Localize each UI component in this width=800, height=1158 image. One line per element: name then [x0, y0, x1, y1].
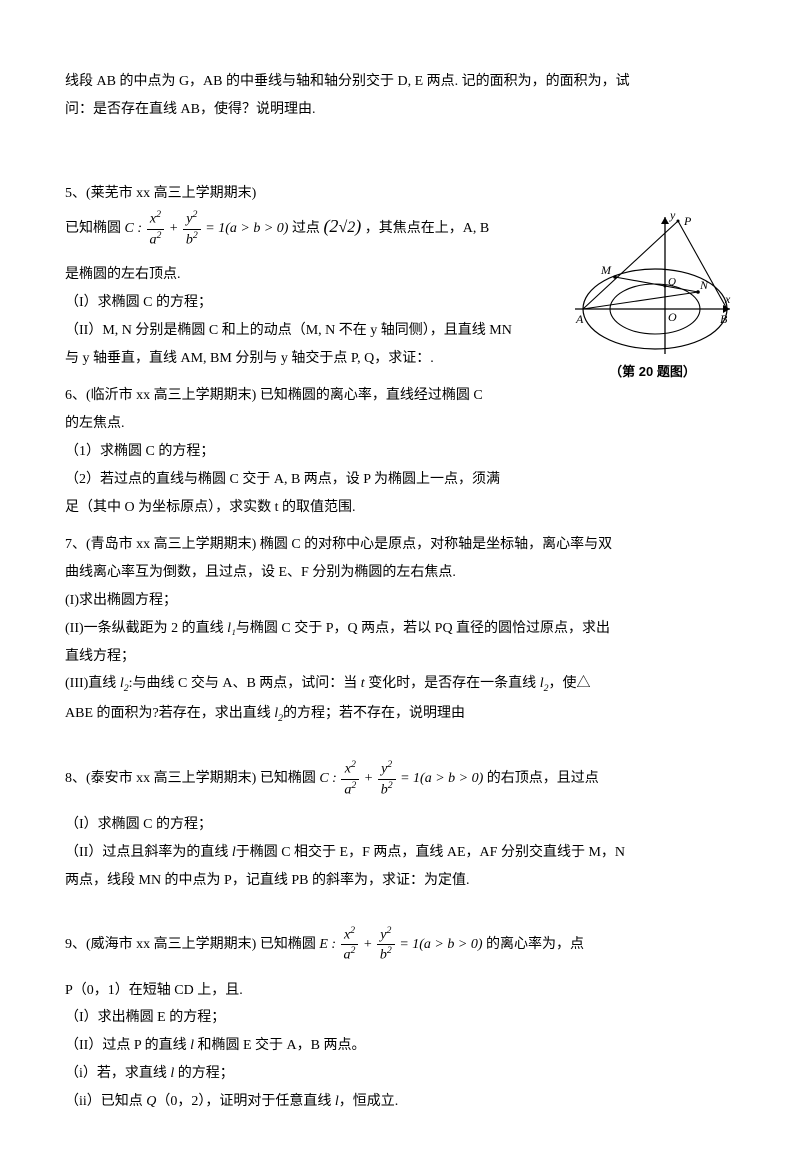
q9-frac-x: x2a2	[341, 925, 359, 965]
q7-l3: (I)求出椭圆方程；	[65, 589, 735, 613]
intro-line-1: 线段 AB 的中点为 G，AB 的中垂线与轴和轴分别交于 D, E 两点. 记的…	[65, 70, 735, 94]
svg-text:x: x	[724, 292, 731, 306]
q9-pre: 9、(威海市 xx 高三上学期期末) 已知椭圆	[65, 937, 316, 952]
q9-eq-mid: = 1(a > b > 0)	[399, 937, 482, 952]
q6-l2: （1）求椭圆 C 的方程；	[65, 440, 735, 464]
q8-eq-mid: = 1(a > b > 0)	[400, 772, 483, 787]
q9-l2: P（0，1）在短轴 CD 上，且.	[65, 979, 735, 1003]
q8-eq-C: C :	[319, 772, 337, 787]
q9-post: 的离心率为，点	[486, 937, 584, 952]
svg-text:y: y	[669, 209, 676, 222]
q6-l4: 足（其中 O 为坐标原点），求实数 t 的取值范围.	[65, 496, 735, 520]
q8-pre: 8、(泰安市 xx 高三上学期期末) 已知椭圆	[65, 772, 316, 787]
q9-eq-line: 9、(威海市 xx 高三上学期期末) 已知椭圆 E : x2a2 + y2b2 …	[65, 925, 735, 965]
q5-eq-post2: ，其焦点在上，A, B	[365, 222, 489, 237]
q5-eq-pre: 已知椭圆	[65, 222, 121, 237]
q8-l3: （II）过点且斜率为的直线 l于椭圆 C 相交于 E，F 两点，直线 AE，AF…	[65, 841, 735, 865]
svg-text:A: A	[575, 312, 584, 326]
q5-paren-close: )	[355, 217, 361, 237]
q7-l2: 曲线离心率互为倒数，且过点，设 E、F 分别为椭圆的左右焦点.	[65, 561, 735, 585]
q8-frac-x: x2a2	[341, 759, 359, 799]
q5-sqrt: √2	[338, 220, 355, 237]
figure-20: y P M N Q O A B x （第 20 题图）	[570, 209, 735, 383]
svg-text:B: B	[720, 312, 728, 326]
page-content: 线段 AB 的中点为 G，AB 的中垂线与轴和轴分别交于 D, E 两点. 记的…	[0, 0, 800, 1158]
q5-eq-post1: 过点	[292, 222, 320, 237]
q7-l5: 直线方程；	[65, 645, 735, 669]
q5-eq-mid: = 1(a > b > 0)	[205, 222, 288, 237]
q7-l4: (II)一条纵截距为 2 的直线 l₁与椭圆 C 交于 P，Q 两点，若以 PQ…	[65, 617, 735, 641]
q7-l7: ABE 的面积为?若存在，求出直线 l2的方程；若不存在，说明理由	[65, 702, 735, 727]
q5-frac-y: y2b2	[183, 209, 201, 249]
q9-l4: （II）过点 P 的直线 l 和椭圆 E 交于 A，B 两点。	[65, 1034, 735, 1058]
q8-l4: 两点，线段 MN 的中点为 P，记直线 PB 的斜率为，求证：为定值.	[65, 869, 735, 893]
q9-frac-y: y2b2	[377, 925, 395, 965]
svg-text:M: M	[600, 263, 612, 277]
intro-line-2: 问：是否存在直线 AB，使得？说明理由.	[65, 98, 735, 122]
svg-text:Q: Q	[668, 276, 676, 288]
q9-l5: （i）若，求直线 l 的方程；	[65, 1062, 735, 1086]
q8-frac-y: y2b2	[378, 759, 396, 799]
q7-l6: (III)直线 l2:与曲线 C 交与 A、B 两点，试问：当 t 变化时，是否…	[65, 672, 735, 697]
svg-text:O: O	[668, 310, 677, 324]
q5-frac-x: x2a2	[147, 209, 165, 249]
ellipse-diagram: y P M N Q O A B x	[570, 209, 735, 359]
q8-l2: （I）求椭圆 C 的方程；	[65, 813, 735, 837]
q6-title: 6、(临沂市 xx 高三上学期期末) 已知椭圆的离心率，直线经过椭圆 C	[65, 384, 735, 408]
q8-eq-line: 8、(泰安市 xx 高三上学期期末) 已知椭圆 C : x2a2 + y2b2 …	[65, 759, 735, 799]
svg-text:N: N	[699, 278, 709, 292]
svg-text:P: P	[683, 214, 692, 228]
q9-eq-E: E :	[319, 937, 336, 952]
q6-l3: （2）若过点的直线与椭圆 C 交于 A, B 两点，设 P 为椭圆上一点，须满	[65, 468, 735, 492]
figure-caption: （第 20 题图）	[570, 361, 735, 383]
q6-l1b: 的左焦点.	[65, 412, 735, 436]
q9-l3: （I）求出椭圆 E 的方程；	[65, 1006, 735, 1030]
q5-title: 5、(莱芜市 xx 高三上学期期末)	[65, 182, 735, 206]
q9-l6: （ii）已知点 Q（0，2），证明对于任意直线 l，恒成立.	[65, 1090, 735, 1114]
q8-post: 的右顶点，且过点	[487, 772, 599, 787]
q5-paren-open: (2	[323, 217, 338, 237]
q5-eq-C: C :	[125, 222, 143, 237]
q7-l1: 7、(青岛市 xx 高三上学期期末) 椭圆 C 的对称中心是原点，对称轴是坐标轴…	[65, 533, 735, 557]
